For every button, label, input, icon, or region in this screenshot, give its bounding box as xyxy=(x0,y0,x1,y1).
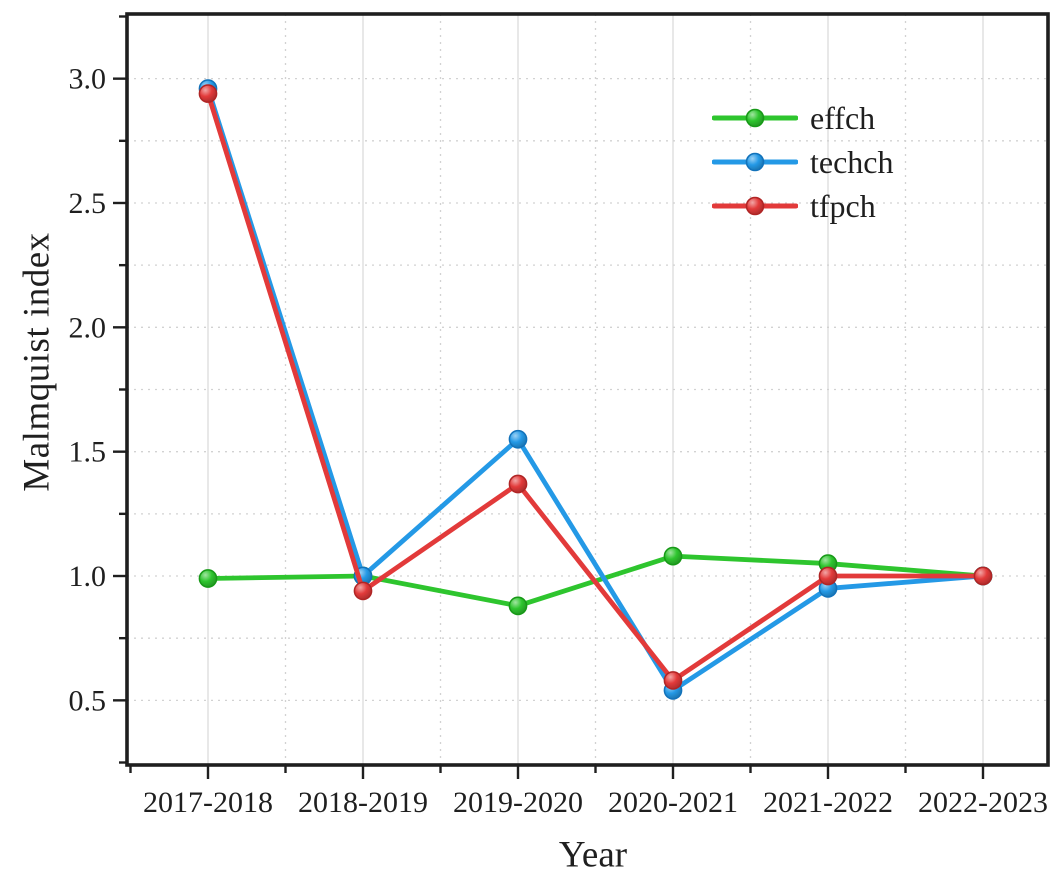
axis-ticks xyxy=(113,15,985,779)
svg-text:2022-2023: 2022-2023 xyxy=(918,786,1048,819)
data-point-effch-2020-2021 xyxy=(663,546,683,566)
plot-frame xyxy=(125,12,1050,767)
data-point-techch-2019-2020 xyxy=(508,429,528,449)
svg-text:3.0: 3.0 xyxy=(69,63,107,96)
data-point-tfpch-2018-2019 xyxy=(353,581,373,601)
y-tick-labels: 0.5 1.0 1.5 2.0 2.5 3.0 xyxy=(69,63,107,718)
legend-item-tfpch: tfpch xyxy=(712,184,894,228)
y-axis-title: Malmquist index xyxy=(16,232,58,492)
svg-text:1.0: 1.0 xyxy=(69,560,107,593)
legend: effch techch tfpch xyxy=(712,96,894,228)
data-point-tfpch-2022-2023 xyxy=(973,566,993,586)
legend-item-effch: effch xyxy=(712,96,894,140)
legend-label-tfpch: tfpch xyxy=(810,188,876,224)
data-point-effch-2019-2020 xyxy=(508,596,528,616)
svg-text:2020-2021: 2020-2021 xyxy=(608,786,738,819)
legend-label-effch: effch xyxy=(810,100,876,136)
effch-line-marker-icon xyxy=(712,108,798,128)
svg-text:2017-2018: 2017-2018 xyxy=(143,786,273,819)
svg-text:0.5: 0.5 xyxy=(69,684,107,717)
legend-item-techch: techch xyxy=(712,140,894,184)
data-point-tfpch-2021-2022 xyxy=(818,566,838,586)
svg-text:2018-2019: 2018-2019 xyxy=(298,786,428,819)
data-point-tfpch-2017-2018 xyxy=(198,84,218,103)
data-point-effch-2017-2018 xyxy=(198,569,218,588)
data-point-tfpch-2019-2020 xyxy=(508,474,528,494)
legend-label-techch: techch xyxy=(810,144,894,180)
data-point-tfpch-2020-2021 xyxy=(663,671,683,690)
svg-text:2021-2022: 2021-2022 xyxy=(763,786,893,819)
svg-text:2.5: 2.5 xyxy=(69,187,107,220)
gridlines xyxy=(127,14,1048,765)
tfpch-line-marker-icon xyxy=(712,196,798,216)
x-axis-title: Year xyxy=(558,834,628,876)
svg-text:2.0: 2.0 xyxy=(69,311,107,344)
svg-text:1.5: 1.5 xyxy=(69,436,107,469)
x-tick-labels: 2017-2018 2018-2019 2019-2020 2020-2021 2021… xyxy=(143,786,1048,819)
series-tfpch xyxy=(198,84,993,690)
techch-line-marker-icon xyxy=(712,152,798,172)
svg-text:2019-2020: 2019-2020 xyxy=(453,786,583,819)
